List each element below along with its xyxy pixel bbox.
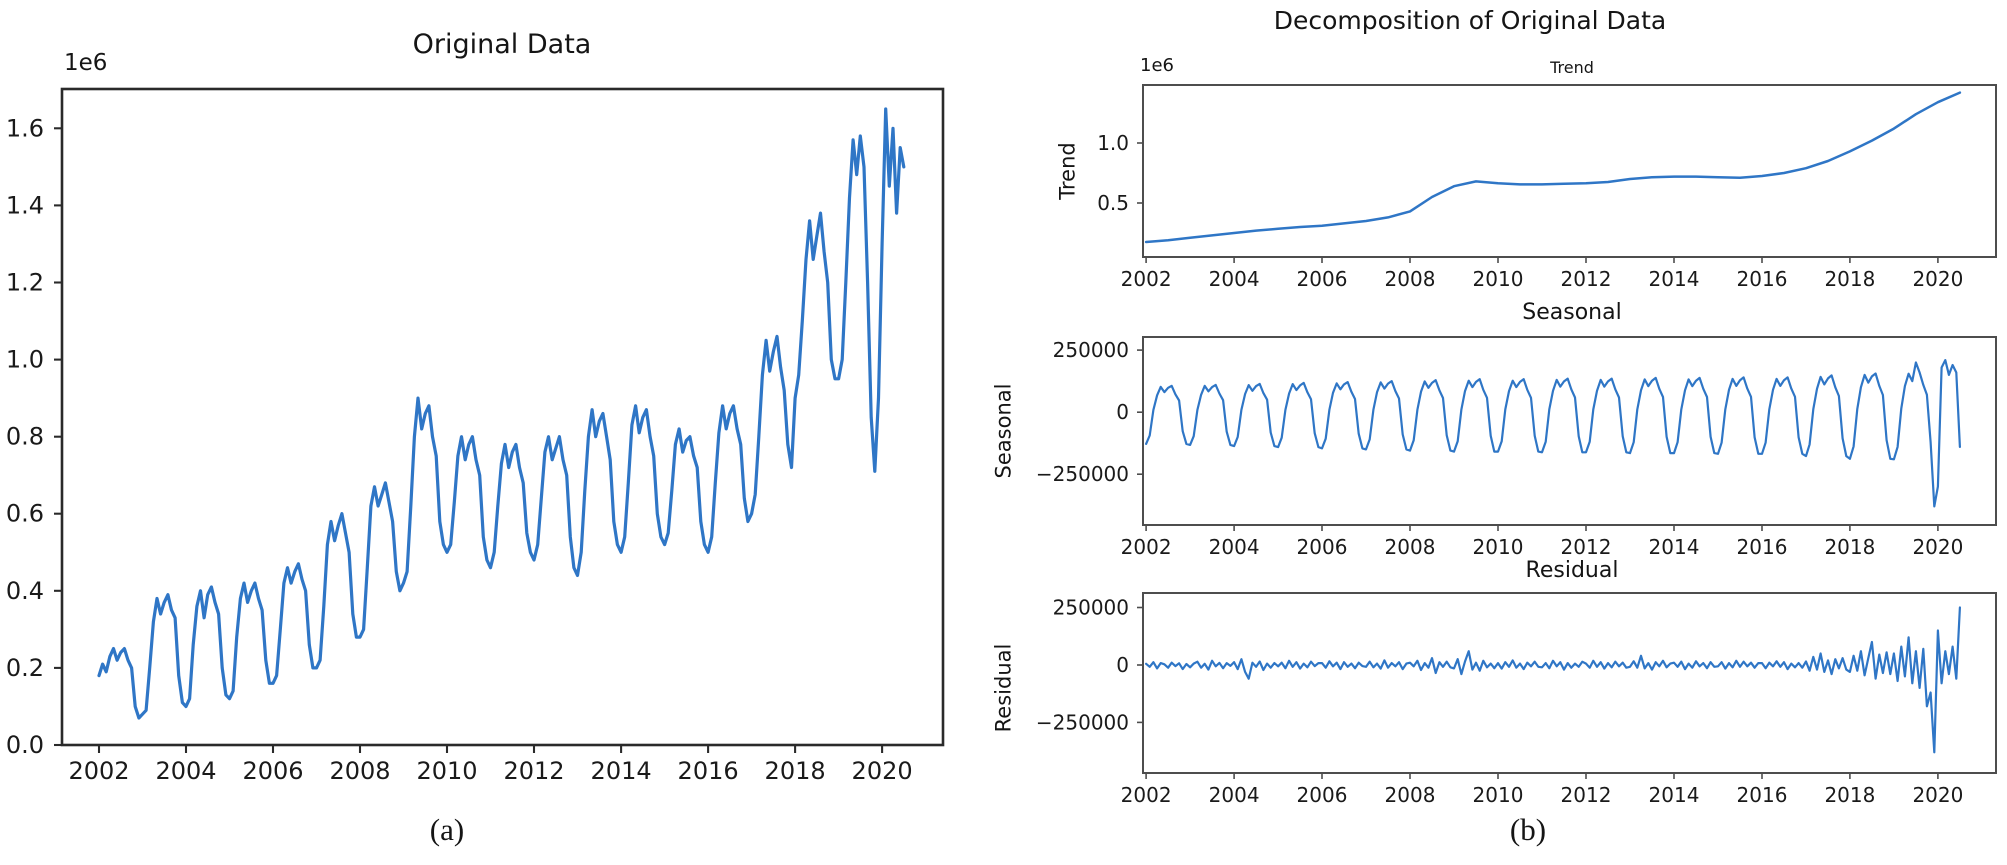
trend-plot: 2002 2004 2006 2008 2010 2012 2014 2016 2018 2020… bbox=[1097, 84, 1997, 291]
svg-text:2018: 2018 bbox=[1824, 535, 1875, 559]
svg-text:2004: 2004 bbox=[155, 757, 216, 785]
trend-y-axis-label: Trend bbox=[1055, 142, 1080, 200]
original-chart-title: Original Data bbox=[412, 29, 592, 60]
svg-text:2016: 2016 bbox=[678, 757, 739, 785]
svg-text:2016: 2016 bbox=[1737, 535, 1788, 559]
decomposition-suptitle: Decomposition of Original Data bbox=[1273, 6, 1667, 35]
svg-text:0: 0 bbox=[1116, 400, 1129, 424]
svg-text:2006: 2006 bbox=[1297, 267, 1348, 291]
svg-text:2008: 2008 bbox=[1385, 267, 1436, 291]
svg-text:2004: 2004 bbox=[1209, 783, 1260, 807]
svg-text:2012: 2012 bbox=[1561, 783, 1612, 807]
svg-text:2010: 2010 bbox=[1473, 267, 1524, 291]
svg-text:2002: 2002 bbox=[1121, 535, 1172, 559]
svg-text:0.5: 0.5 bbox=[1097, 191, 1129, 215]
caption-b: (b) bbox=[1509, 812, 1547, 847]
caption-a: (a) bbox=[429, 812, 465, 847]
svg-text:2014: 2014 bbox=[591, 757, 652, 785]
original-offset-label: 1e6 bbox=[64, 50, 108, 76]
svg-text:1.0: 1.0 bbox=[1097, 131, 1129, 155]
svg-text:2006: 2006 bbox=[1297, 783, 1348, 807]
svg-text:2012: 2012 bbox=[1561, 267, 1612, 291]
residual-plot: 2002 2004 2006 2008 2010 2012 2014 2016 2018 2020… bbox=[1036, 592, 1997, 807]
svg-text:2020: 2020 bbox=[1912, 267, 1963, 291]
svg-text:2018: 2018 bbox=[765, 757, 826, 785]
svg-text:2014: 2014 bbox=[1649, 783, 1700, 807]
svg-text:2016: 2016 bbox=[1737, 783, 1788, 807]
residual-subplot-title: Residual bbox=[1525, 558, 1619, 583]
svg-text:2004: 2004 bbox=[1209, 267, 1260, 291]
svg-text:2002: 2002 bbox=[1121, 267, 1172, 291]
svg-text:2020: 2020 bbox=[1912, 535, 1963, 559]
svg-text:2008: 2008 bbox=[329, 757, 390, 785]
svg-text:0.8: 0.8 bbox=[6, 423, 44, 451]
svg-text:2004: 2004 bbox=[1209, 535, 1260, 559]
svg-text:2008: 2008 bbox=[1385, 535, 1436, 559]
svg-text:2020: 2020 bbox=[852, 757, 913, 785]
trend-subplot-title: Trend bbox=[1550, 58, 1594, 77]
svg-text:2006: 2006 bbox=[242, 757, 303, 785]
svg-text:2008: 2008 bbox=[1385, 783, 1436, 807]
svg-text:2018: 2018 bbox=[1824, 267, 1875, 291]
trend-offset-label: 1e6 bbox=[1140, 55, 1174, 76]
svg-text:2012: 2012 bbox=[1561, 535, 1612, 559]
original-data-plot: 2002 2004 2006 2008 2010 2012 2014 2016 2018 2020… bbox=[6, 87, 945, 785]
svg-text:2010: 2010 bbox=[1473, 783, 1524, 807]
seasonal-y-axis-label: Seasonal bbox=[991, 383, 1016, 479]
svg-text:0.2: 0.2 bbox=[6, 654, 44, 682]
svg-text:1.6: 1.6 bbox=[6, 114, 44, 142]
svg-text:250000: 250000 bbox=[1053, 596, 1129, 620]
svg-text:0.4: 0.4 bbox=[6, 577, 44, 605]
svg-text:2018: 2018 bbox=[1824, 783, 1875, 807]
seasonal-subplot-title: Seasonal bbox=[1522, 300, 1622, 325]
svg-text:0: 0 bbox=[1116, 653, 1129, 677]
svg-text:2010: 2010 bbox=[1473, 535, 1524, 559]
svg-text:0.6: 0.6 bbox=[6, 500, 44, 528]
svg-text:−250000: −250000 bbox=[1036, 462, 1129, 486]
svg-text:−250000: −250000 bbox=[1036, 710, 1129, 734]
svg-text:2012: 2012 bbox=[503, 757, 564, 785]
svg-text:2020: 2020 bbox=[1912, 783, 1963, 807]
residual-y-axis-label: Residual bbox=[991, 643, 1016, 733]
svg-text:0.0: 0.0 bbox=[6, 731, 44, 759]
svg-text:2002: 2002 bbox=[1121, 783, 1172, 807]
svg-text:2006: 2006 bbox=[1297, 535, 1348, 559]
svg-text:2014: 2014 bbox=[1649, 267, 1700, 291]
svg-text:2010: 2010 bbox=[416, 757, 477, 785]
svg-text:1.2: 1.2 bbox=[6, 269, 44, 297]
svg-text:1.4: 1.4 bbox=[6, 191, 44, 219]
svg-text:250000: 250000 bbox=[1053, 338, 1129, 362]
svg-text:2014: 2014 bbox=[1649, 535, 1700, 559]
seasonal-plot: 2002 2004 2006 2008 2010 2012 2014 2016 2018 2020… bbox=[1036, 336, 1997, 559]
svg-text:2016: 2016 bbox=[1737, 267, 1788, 291]
svg-text:1.0: 1.0 bbox=[6, 346, 44, 374]
svg-text:2002: 2002 bbox=[68, 757, 129, 785]
